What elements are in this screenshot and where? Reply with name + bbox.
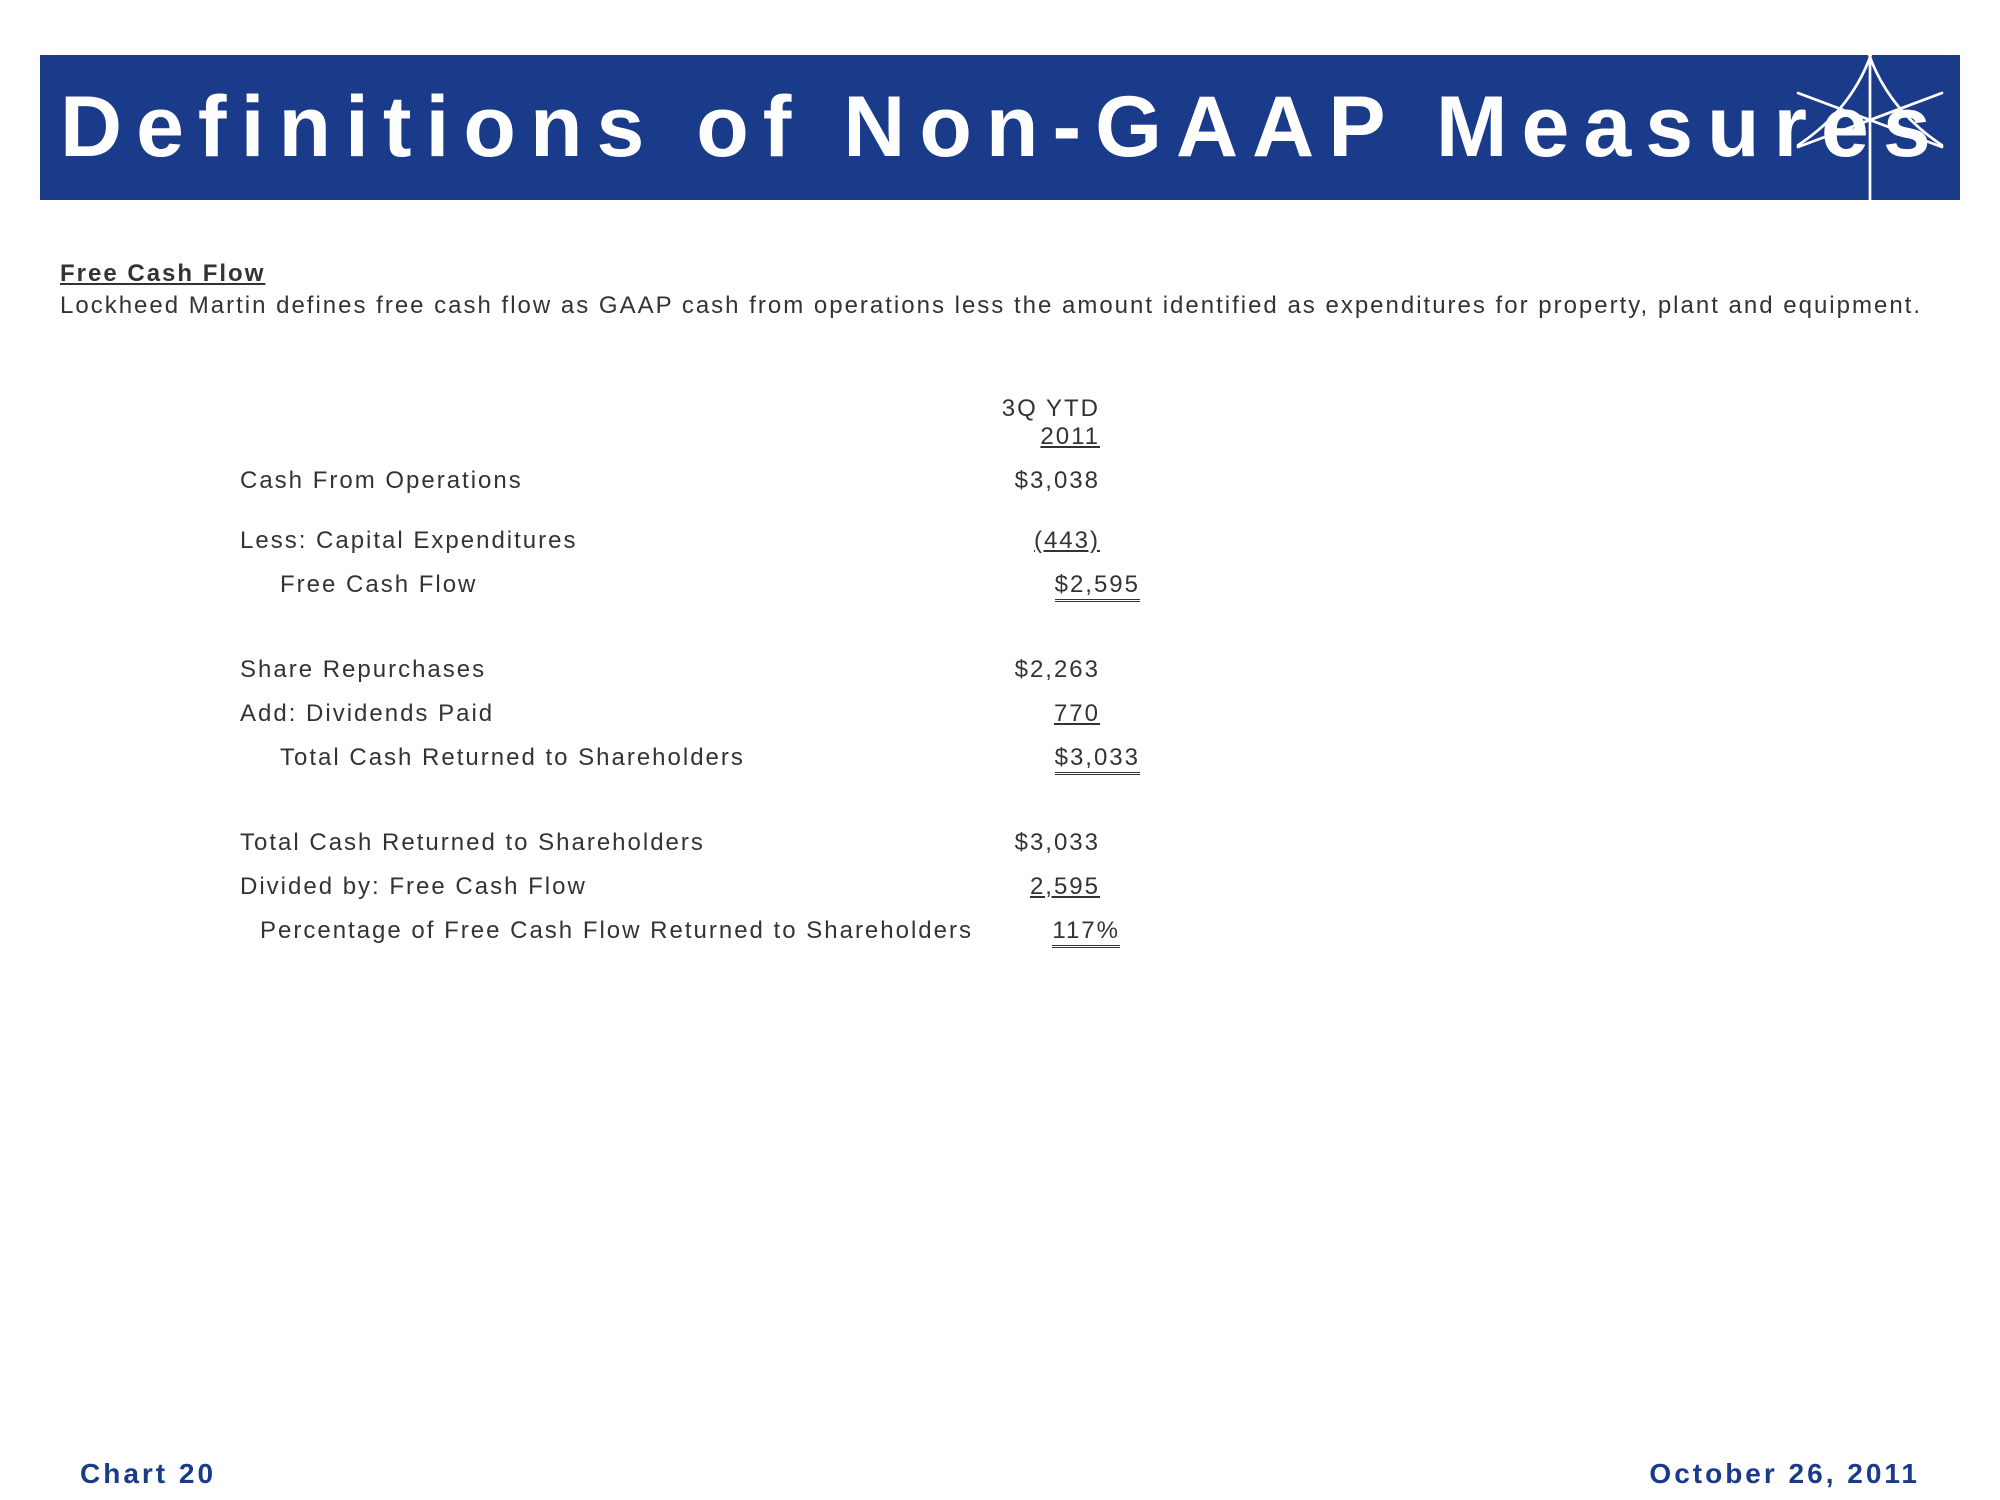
table-row: Percentage of Free Cash Flow Returned to… [240, 917, 1140, 948]
row-label: Divided by: Free Cash Flow [240, 873, 960, 901]
section-free-cash-flow: Free Cash Flow Lockheed Martin defines f… [60, 260, 1930, 320]
empty-cell [240, 423, 960, 451]
table-row: Total Cash Returned to Shareholders $3,0… [240, 744, 1140, 775]
row-value: 117% [980, 917, 1120, 948]
table-row: Free Cash Flow $2,595 [240, 571, 1140, 602]
row-value: $3,038 [960, 467, 1100, 495]
footer-date: October 26, 2011 [1649, 1458, 1920, 1490]
table-row: Share Repurchases $2,263 [240, 656, 1140, 684]
table-row: Divided by: Free Cash Flow 2,595 [240, 873, 1140, 901]
row-value: 770 [960, 700, 1100, 728]
section-description: Lockheed Martin defines free cash flow a… [60, 292, 1930, 320]
row-value: (443) [960, 527, 1100, 555]
page-title: Definitions of Non-GAAP Measures [40, 78, 1945, 177]
footer: Chart 20 October 26, 2011 [0, 1440, 2000, 1500]
empty-cell [240, 395, 960, 423]
row-label: Free Cash Flow [240, 571, 1000, 602]
table-header-row: 3Q YTD [240, 395, 1140, 423]
table-row: Total Cash Returned to Shareholders $3,0… [240, 829, 1140, 857]
table-header-row: 2011 [240, 423, 1140, 451]
row-label: Add: Dividends Paid [240, 700, 960, 728]
section-heading: Free Cash Flow [60, 260, 1930, 288]
row-label: Percentage of Free Cash Flow Returned to… [240, 917, 980, 948]
row-value: $3,033 [1000, 744, 1140, 775]
title-bar: Definitions of Non-GAAP Measures [40, 55, 1960, 200]
row-label: Cash From Operations [240, 467, 960, 495]
table-row: Cash From Operations $3,038 [240, 467, 1140, 495]
row-value: $2,595 [1000, 571, 1140, 602]
row-label: Share Repurchases [240, 656, 960, 684]
row-label: Total Cash Returned to Shareholders [240, 829, 960, 857]
row-label: Less: Capital Expenditures [240, 527, 960, 555]
row-value: $2,263 [960, 656, 1100, 684]
period-label-1: 3Q YTD [960, 395, 1100, 423]
row-value: $3,033 [960, 829, 1100, 857]
row-value: 2,595 [960, 873, 1100, 901]
table-row: Less: Capital Expenditures (443) [240, 527, 1140, 555]
table-row: Add: Dividends Paid 770 [240, 700, 1140, 728]
fcf-table: 3Q YTD 2011 Cash From Operations $3,038 … [240, 395, 1140, 948]
row-label: Total Cash Returned to Shareholders [240, 744, 1000, 775]
period-label-2: 2011 [960, 423, 1100, 451]
footer-chart-number: Chart 20 [80, 1458, 216, 1490]
